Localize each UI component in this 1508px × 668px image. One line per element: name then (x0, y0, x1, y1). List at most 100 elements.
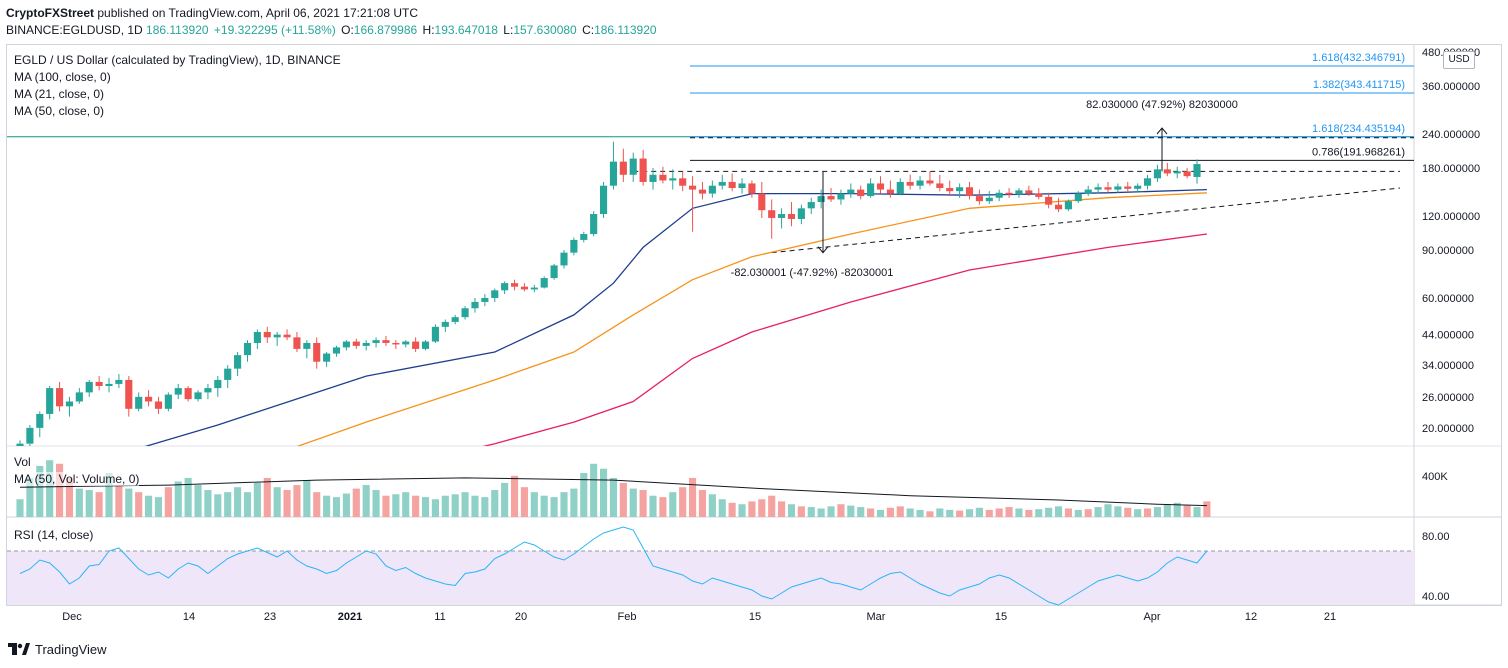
candle (461, 306, 469, 320)
candle (85, 379, 93, 397)
legend-vol-ma[interactable]: MA (50, Vol: Volume, 0) (14, 472, 140, 486)
candle (590, 211, 598, 237)
candle-body (1104, 187, 1112, 190)
candle (1015, 188, 1023, 198)
volume-bar (886, 507, 894, 517)
candle-body (867, 183, 875, 197)
volume-bar (214, 494, 222, 517)
volume-bar (95, 492, 103, 517)
candle-body (1054, 204, 1063, 210)
volume-bar (827, 506, 835, 517)
candle-body (85, 381, 93, 393)
candle-body (510, 283, 519, 287)
candle-body (323, 353, 331, 362)
volume-bar (75, 488, 83, 517)
candle-body (669, 178, 677, 181)
candle (451, 314, 459, 325)
candle-body (263, 331, 271, 338)
candle (599, 181, 608, 218)
fib-level-label: 0.786(191.968261) (1312, 146, 1405, 158)
volume-bar (748, 501, 756, 517)
measure-down-label: -82.030001 (-47.92%) -82030001 (731, 267, 894, 279)
volume-bar (56, 463, 64, 517)
volume-bar (1025, 509, 1033, 517)
candle-body (253, 331, 261, 343)
volume-bar (580, 472, 588, 517)
candle (1163, 162, 1171, 177)
volume-bar (1163, 504, 1171, 517)
legend-ma50[interactable]: MA (50, close, 0) (14, 104, 105, 118)
fib-level-label: 1.618(432.346791) (1312, 52, 1405, 64)
volume-bar (896, 506, 904, 517)
high-label: H: (422, 23, 435, 37)
time-tick-label: 15 (995, 611, 1007, 623)
candle (293, 331, 301, 352)
candle (550, 263, 558, 280)
candle (421, 340, 430, 351)
candle (1104, 181, 1112, 193)
candle-body (689, 185, 697, 190)
candle (412, 337, 420, 352)
volume-bar (1045, 507, 1053, 517)
volume-bar (154, 497, 163, 517)
candle (46, 385, 54, 420)
candle-body (352, 341, 360, 346)
volume-bar (501, 482, 509, 517)
legend-vol[interactable]: Vol (14, 455, 31, 469)
candle-body (1094, 187, 1102, 190)
volume-bar (204, 490, 212, 517)
volume-bar (145, 495, 153, 517)
legend-ma21[interactable]: MA (21, close, 0) (14, 87, 105, 101)
candle (481, 294, 489, 307)
publisher-name[interactable]: CryptoFXStreet (6, 6, 95, 20)
volume-bar (590, 463, 598, 517)
volume-bar (362, 485, 370, 517)
candle (857, 185, 865, 200)
volume-bar (1203, 501, 1211, 517)
candle (115, 374, 123, 389)
candle (1035, 188, 1043, 200)
legend-ma100[interactable]: MA (100, close, 0) (14, 70, 111, 84)
candle-body (36, 413, 44, 428)
tradingview-logo[interactable]: TradingView (8, 642, 107, 657)
volume-bar (461, 492, 469, 517)
candle-body (748, 183, 756, 194)
candle-body (313, 342, 321, 362)
candle-body (1143, 178, 1152, 186)
candle (1173, 166, 1181, 179)
candle (164, 392, 172, 412)
candle (332, 345, 341, 357)
close-label: C: (582, 23, 595, 37)
volume-bar (530, 492, 538, 517)
candle-body (1163, 169, 1171, 174)
candle-body (16, 443, 24, 446)
candle-body (214, 379, 222, 389)
candle (263, 326, 271, 343)
volume-bar (708, 494, 716, 517)
candle (679, 171, 687, 192)
candle (817, 189, 825, 209)
legend-rsi[interactable]: RSI (14, close) (14, 528, 94, 542)
time-tick-label: Feb (618, 611, 637, 623)
volume-bar (1094, 507, 1102, 517)
candle (135, 392, 143, 412)
rsi-line (19, 526, 1208, 606)
candle (382, 335, 390, 346)
candle-body (787, 214, 796, 219)
last-price: 186.113920 (146, 23, 209, 37)
candle-body (728, 181, 736, 189)
chart-title-legend[interactable]: EGLD / US Dollar (calculated by TradingV… (14, 53, 341, 67)
ma100-line (482, 233, 1207, 446)
candle-body (896, 181, 904, 194)
candle (619, 148, 627, 182)
candle-body (590, 214, 598, 235)
candle (728, 173, 736, 192)
candle-body (135, 396, 143, 409)
candle-body (243, 342, 252, 356)
fib-level-label: 1.618(234.435194) (1312, 123, 1405, 135)
currency-button[interactable]: USD (1443, 51, 1475, 69)
volume-bar (1153, 507, 1161, 517)
candle-body (1074, 193, 1082, 202)
price-tick-label: 360.000000 (1422, 81, 1480, 93)
